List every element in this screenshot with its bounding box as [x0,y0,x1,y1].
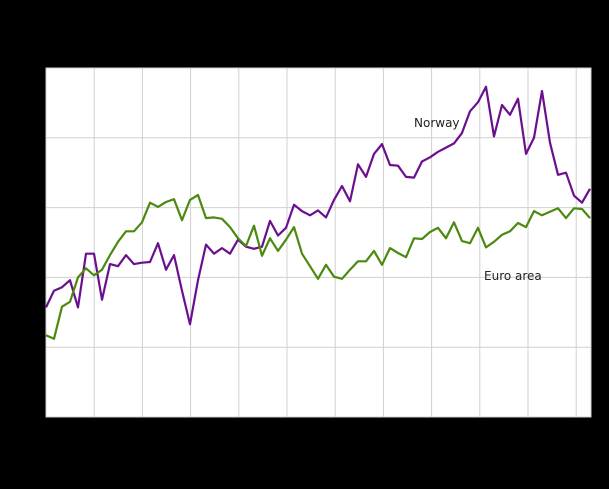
series-labels: Norway Euro area [414,116,542,283]
series-line-euro-area [45,193,591,340]
series-label-norway: Norway [414,116,460,130]
series-line-norway [45,85,591,326]
plot-frame [45,67,592,418]
gridlines [45,67,592,418]
plot-area [46,68,591,417]
series-label-euro-area: Euro area [484,269,542,283]
series-lines [45,85,591,340]
